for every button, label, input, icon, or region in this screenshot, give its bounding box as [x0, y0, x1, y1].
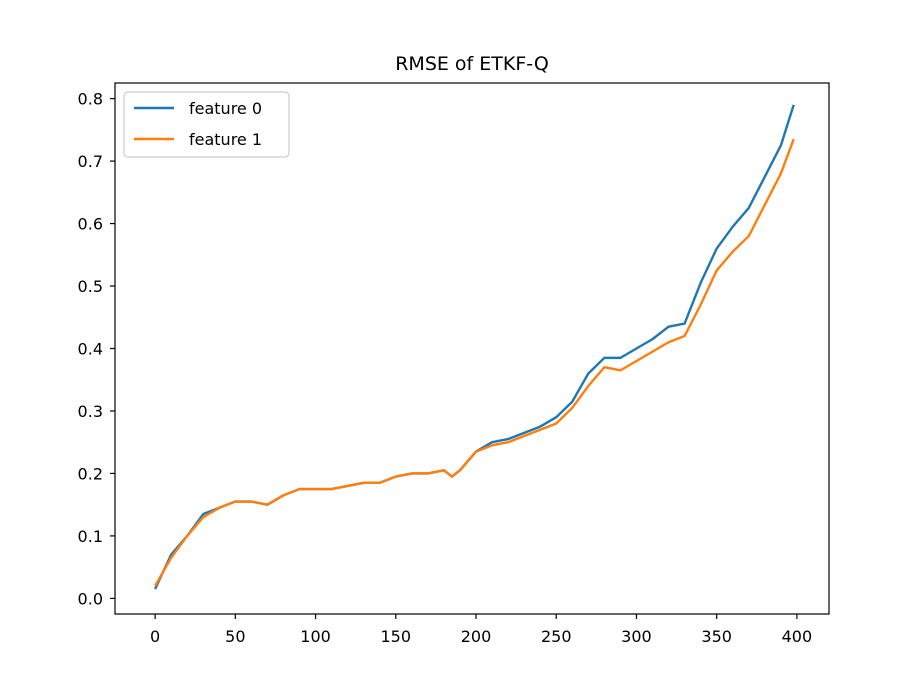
y-tick-label: 0.4: [78, 340, 103, 359]
legend: feature 0 feature 1: [123, 91, 290, 158]
y-axis: 0.0 0.1 0.2 0.3 0.4 0.5 0.6 0.7 0.8: [78, 90, 115, 608]
y-tick-label: 0.1: [78, 527, 103, 546]
series-layer: [154, 104, 795, 590]
x-tick-label: 100: [300, 627, 331, 646]
x-tick-label: 300: [621, 627, 652, 646]
series-line-feature-1: [154, 138, 795, 587]
x-tick-label: 50: [225, 627, 245, 646]
y-tick-label: 0.3: [78, 402, 103, 421]
x-tick-label: 400: [782, 627, 813, 646]
y-tick-label: 0.7: [78, 152, 103, 171]
x-tick-label: 200: [461, 627, 492, 646]
y-tick-label: 0.8: [78, 90, 103, 109]
legend-label-feature-0: feature 0: [189, 99, 262, 118]
y-tick-label: 0.2: [78, 464, 103, 483]
x-tick-label: 0: [150, 627, 160, 646]
x-tick-label: 250: [541, 627, 572, 646]
chart-title: RMSE of ETKF-Q: [395, 53, 549, 75]
x-axis: 0 50 100 150 200 250 300 350 400: [150, 614, 812, 646]
x-tick-label: 150: [381, 627, 412, 646]
x-tick-label: 350: [701, 627, 732, 646]
y-tick-label: 0.6: [78, 215, 103, 234]
y-tick-label: 0.5: [78, 277, 103, 296]
y-tick-label: 0.0: [78, 589, 103, 608]
legend-label-feature-1: feature 1: [189, 130, 262, 149]
